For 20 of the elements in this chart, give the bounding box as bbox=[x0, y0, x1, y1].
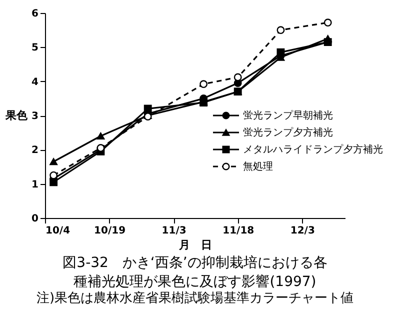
x-tick-label: 10/19 bbox=[94, 226, 126, 236]
y-tick-label: 5 bbox=[32, 42, 39, 54]
legend-label: メタルハライドランプ夕方補光 bbox=[243, 144, 383, 156]
y-tick-label: 0 bbox=[32, 214, 39, 224]
y-tick-label: 2 bbox=[32, 145, 39, 156]
x-tick-label: 11/18 bbox=[222, 226, 254, 236]
x-tick-label: 11/3 bbox=[162, 226, 186, 236]
legend-label: 蛍光ランプ早朝補光 bbox=[243, 110, 333, 122]
y-tick-label: 4 bbox=[32, 76, 39, 88]
text: 図3-32 かき‘西条’の抑制栽培における各種補光処理が果色に及ぼす影響(1997) bbox=[62, 255, 328, 290]
text: 注)果色は農林水産省果樹試験場基準カラーチャート値 bbox=[36, 290, 354, 306]
x-tick-label: 12/3 bbox=[290, 226, 315, 236]
y-axis-title: 果色 bbox=[4, 109, 28, 122]
x-axis-title: 月 日 bbox=[178, 238, 212, 252]
x-tick-label: 10/4 bbox=[46, 226, 70, 236]
y-tick-label: 3 bbox=[32, 111, 39, 122]
y-tick-label: 1 bbox=[32, 179, 39, 190]
legend-label: 無処理 bbox=[243, 160, 273, 172]
legend-label: 蛍光ランプ夕方補光 bbox=[243, 126, 333, 138]
y-tick-label: 6 bbox=[32, 8, 39, 20]
